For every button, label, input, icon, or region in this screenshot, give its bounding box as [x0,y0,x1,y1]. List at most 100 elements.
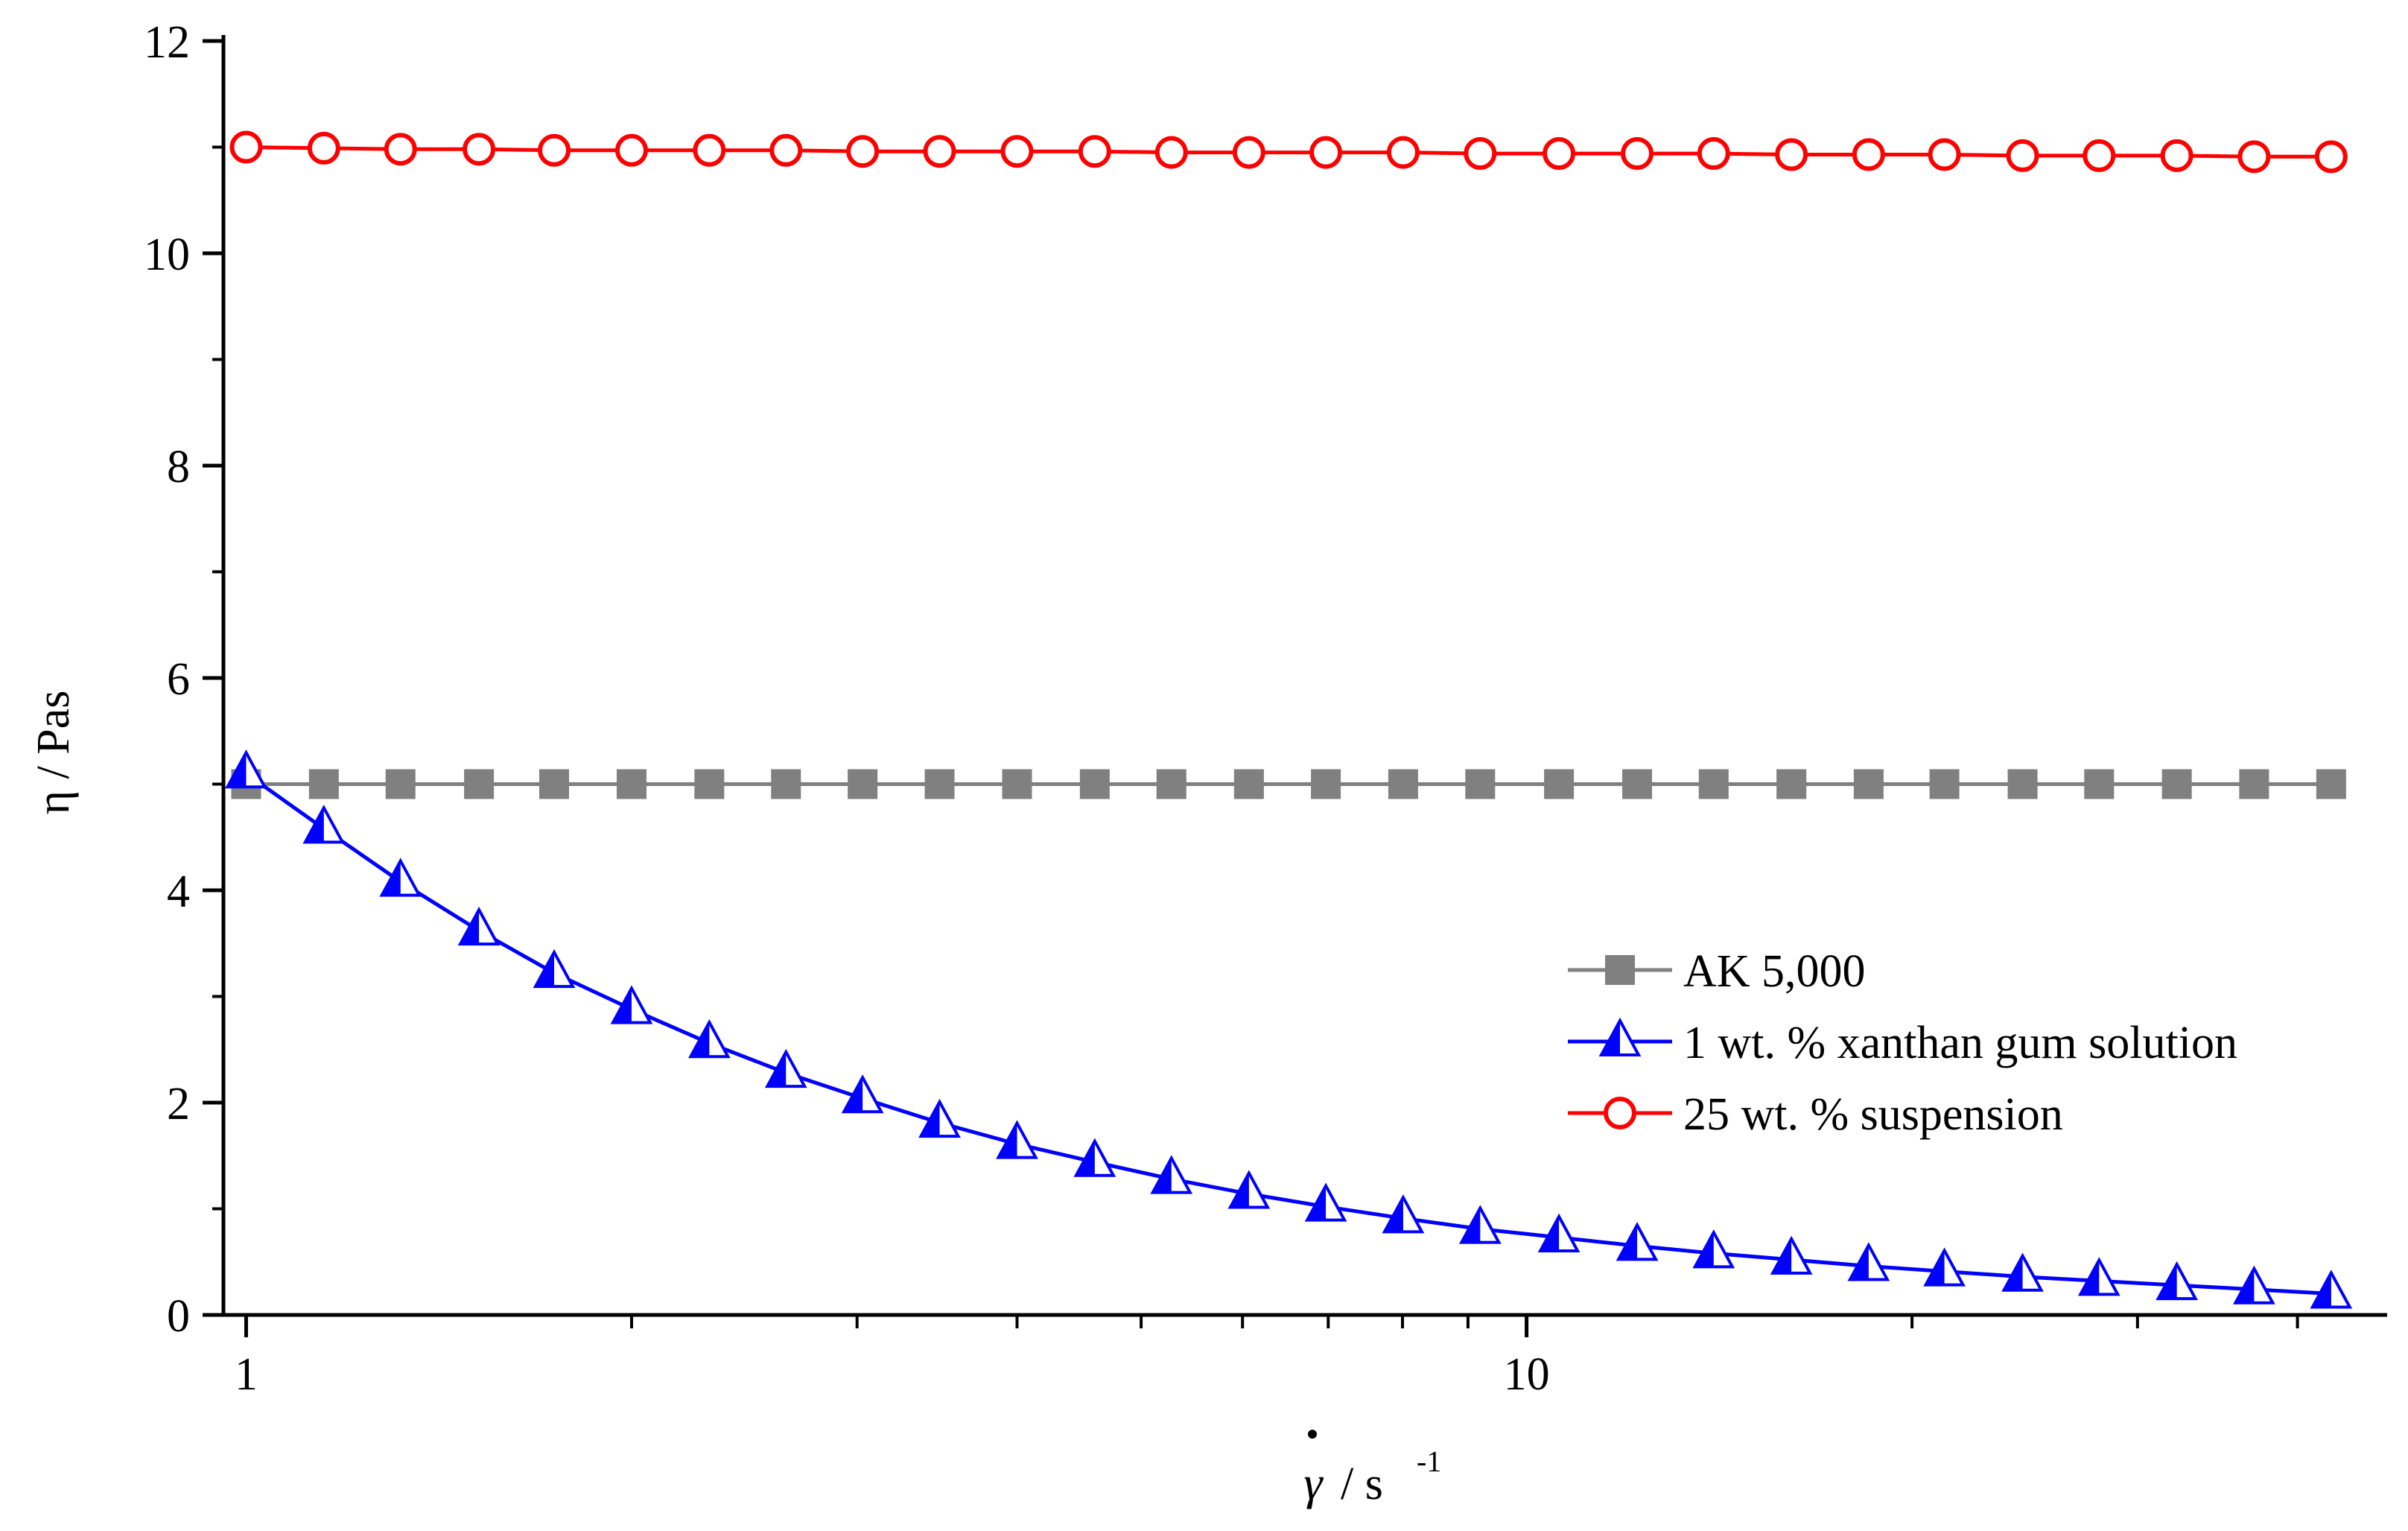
data-point-square [2316,769,2346,799]
data-point-triangle-fill [998,1123,1017,1158]
data-point-circle [1464,137,1497,171]
y-axis-label: η / Pas [28,691,79,815]
legend-label: AK 5,000 [1683,946,1866,997]
data-point-triangle-fill [1384,1197,1403,1232]
data-point-triangle [1073,1138,1116,1177]
data-point-triangle-fill [767,1052,787,1087]
legend-marker-triangle-fill [1601,1021,1620,1055]
legend: AK 5,000 1 wt. % xanthan gum solution 25 w… [1568,946,2237,1140]
legend-marker-triangle [1598,1017,1642,1056]
data-point-triangle-fill [1618,1225,1638,1260]
data-point-triangle-fill [536,952,555,987]
data-point-circle [1697,137,1730,171]
data-point-square [308,769,339,799]
data-point-circle [1309,136,1343,169]
data-point-triangle-fill [2080,1260,2100,1295]
data-point-triangle [996,1120,1038,1159]
data-point-square [1465,769,1496,799]
data-point-circle [229,130,263,164]
data-point-square [2161,769,2192,799]
data-point-triangle-fill [921,1102,940,1137]
legend-label: 25 wt. % suspension [1683,1089,2063,1140]
data-point-triangle [457,906,501,946]
data-point-triangle [2156,1261,2199,1301]
data-point-triangle [687,1019,731,1059]
data-point-triangle-fill [1925,1250,1945,1285]
data-point-triangle-fill [2235,1268,2255,1303]
data-point-square [1233,769,1264,799]
data-point-triangle-fill [1307,1185,1327,1220]
data-point-triangle [764,1048,807,1088]
data-point-square [1002,769,1032,799]
data-point-circle [1775,138,1808,171]
data-point-triangle [1458,1205,1502,1244]
x-axis-label-dot [1308,1430,1317,1439]
data-point-square [2084,769,2115,799]
data-point-triangle [2001,1252,2044,1292]
legend-item: AK 5,000 [1568,946,1866,997]
legend-item: 25 wt. % suspension [1568,1089,2063,1140]
data-point-circle [846,135,880,168]
data-point-triangle [302,805,346,844]
data-point-triangle [1770,1235,1813,1275]
data-point-square [539,769,570,799]
data-point-square [2239,769,2269,799]
data-point-circle [307,131,340,165]
x-tick-label: 1 [235,1349,258,1400]
data-point-circle [614,133,648,167]
data-point-triangle-fill [690,1022,710,1057]
data-point-triangle [1923,1247,1966,1287]
data-point-triangle [2077,1257,2120,1296]
data-point-square [1929,769,1960,799]
data-point-square [1622,769,1653,799]
y-tick-label: 8 [167,442,190,492]
data-point-square [1544,769,1575,799]
data-point-square [1388,769,1418,799]
legend-label: 1 wt. % xanthan gum solution [1683,1018,2237,1068]
data-point-triangle [225,749,267,789]
data-point-circle [384,133,417,166]
data-point-triangle [841,1074,884,1114]
y-tick-label: 10 [144,229,190,280]
y-tick-label: 12 [144,17,190,68]
data-point-triangle-fill [612,988,632,1023]
data-point-circle [769,133,803,167]
data-point-square [1079,769,1110,799]
data-point-triangle-fill [381,860,401,896]
data-point-circle [1928,138,1961,171]
x-tick-label: 10 [1504,1349,1550,1400]
series-2 [229,130,2348,174]
data-point-square [1156,769,1186,799]
data-point-circle [1543,137,1576,171]
data-point-triangle-fill [1849,1245,1869,1280]
data-point-circle [538,133,571,167]
data-point-circle [693,133,726,167]
data-point-triangle [1537,1213,1581,1252]
data-point-triangle-fill [2158,1264,2177,1299]
legend-item: 1 wt. % xanthan gum solution [1568,1017,2237,1068]
data-point-triangle [610,985,653,1024]
data-point-square [694,769,725,799]
series-line [245,772,2332,1296]
data-point-triangle [379,858,422,897]
data-point-triangle [1692,1229,1735,1269]
data-point-circle [2006,139,2039,172]
data-point-triangle-fill [1694,1232,1714,1267]
data-point-circle [2237,140,2271,174]
x-axis-label: γ / s -1 [1303,1430,1441,1509]
x-axis-label-text: / s [1341,1459,1383,1509]
series-0 [231,769,2346,799]
data-point-circle [1621,137,1654,171]
data-point-circle [1078,135,1111,168]
legend-marker-square [1605,955,1635,985]
data-point-triangle-fill [2312,1272,2331,1307]
data-point-triangle-fill [2004,1255,2023,1290]
data-point-triangle [1847,1242,1890,1281]
y-tick-label: 6 [167,654,190,705]
y-tick-label: 2 [167,1079,190,1129]
data-point-triangle-fill [1461,1208,1481,1243]
data-point-square [848,769,878,799]
data-point-triangle [918,1098,961,1138]
axis-titles: η / Pas γ / s -1 [28,691,1441,1509]
